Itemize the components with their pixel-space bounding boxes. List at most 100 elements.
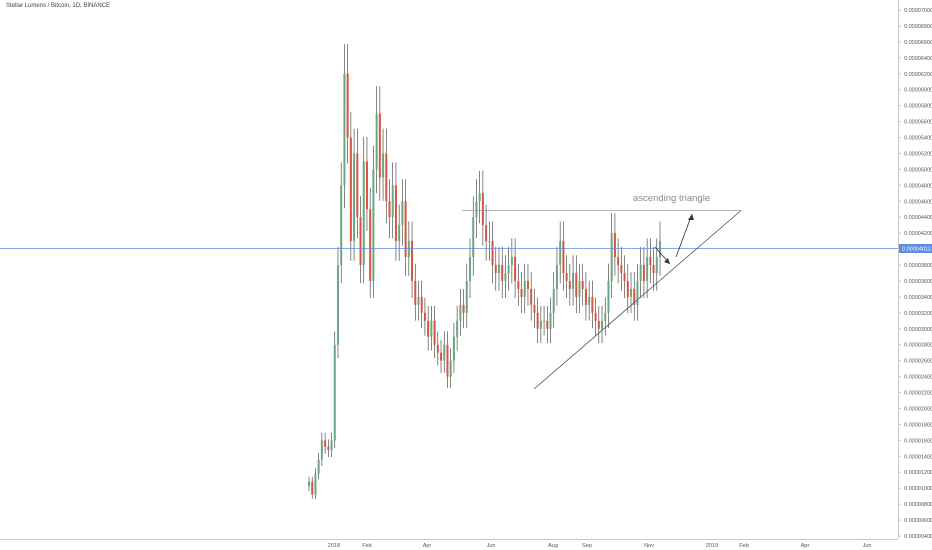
y-tick-label: 0.00001600 xyxy=(904,438,932,444)
x-tick-label: Feb xyxy=(362,543,371,549)
x-tick-label: Apr xyxy=(423,543,432,549)
y-tick-label: 0.00002200 xyxy=(904,391,932,397)
x-tick-label: Aug xyxy=(548,543,558,549)
y-tick-label: 0.00003400 xyxy=(904,295,932,301)
y-tick-label: 0.00005400 xyxy=(904,136,932,142)
candle-down xyxy=(394,185,397,242)
y-tick-label: 0.00004200 xyxy=(904,231,932,237)
candle-down xyxy=(575,273,578,297)
candle-down xyxy=(617,257,620,266)
candle-up xyxy=(343,73,346,186)
y-tick-label: 0.00001200 xyxy=(904,470,932,476)
candle-down xyxy=(591,296,594,313)
y-tick-label: 0.00002800 xyxy=(904,343,932,349)
y-tick-label: 0.00006400 xyxy=(904,56,932,62)
candle-up xyxy=(578,280,581,297)
candle-up xyxy=(488,241,491,242)
candle-down xyxy=(649,257,652,266)
candle-down xyxy=(423,312,426,321)
ascending-triangle-label[interactable]: ascending triangle xyxy=(633,193,710,204)
y-tick-label: 0.00007000 xyxy=(904,8,932,14)
candle-down xyxy=(369,209,372,281)
candle-up xyxy=(478,193,481,202)
x-tick-label: 2019 xyxy=(706,543,718,549)
current-price-tag: 0.00004012 xyxy=(899,244,932,253)
candle-up xyxy=(555,265,558,289)
current-price-label: 0.00004012 xyxy=(902,247,931,253)
candle-up xyxy=(391,185,394,218)
candle-up xyxy=(475,201,478,218)
candle-down xyxy=(514,257,517,281)
y-tick-label: 0.00001000 xyxy=(904,486,932,492)
candle-down xyxy=(356,153,359,218)
candle-down xyxy=(311,481,314,495)
candles xyxy=(308,44,661,499)
candle-up xyxy=(382,153,385,178)
candle-up xyxy=(659,241,661,258)
y-tick-label: 0.00006600 xyxy=(904,40,932,46)
y-tick-label: 0.00005200 xyxy=(904,151,932,157)
y-tick-label: 0.00000400 xyxy=(904,534,932,540)
candle-down xyxy=(378,113,381,178)
candle-up xyxy=(559,241,562,266)
candle-up xyxy=(314,473,317,495)
candle-up xyxy=(523,280,526,297)
candle-up xyxy=(610,233,613,281)
y-tick-label: 0.00005600 xyxy=(904,120,932,126)
candle-up xyxy=(449,360,452,377)
y-tick-label: 0.00004800 xyxy=(904,183,932,189)
candle-up xyxy=(639,265,642,281)
y-tick-label: 0.00004400 xyxy=(904,215,932,221)
candle-down xyxy=(411,241,414,281)
y-tick-label: 0.00000600 xyxy=(904,518,932,524)
candle-down xyxy=(642,265,645,281)
y-tick-label: 0.00006200 xyxy=(904,72,932,78)
candle-down xyxy=(491,241,494,266)
candle-down xyxy=(385,153,388,202)
candle-up xyxy=(636,280,639,305)
candle-up xyxy=(336,265,339,345)
candle-up xyxy=(308,481,310,487)
candle-down xyxy=(626,280,629,297)
candle-up xyxy=(417,296,420,305)
candle-up xyxy=(539,320,542,329)
candle-down xyxy=(652,265,655,273)
candle-down xyxy=(462,304,465,313)
y-tick-label: 0.00006800 xyxy=(904,24,932,30)
candle-up xyxy=(375,113,378,170)
y-tick-label: 0.00005000 xyxy=(904,167,932,173)
candle-down xyxy=(620,265,623,273)
candle-down xyxy=(501,265,504,281)
candle-up xyxy=(459,304,462,321)
candle-up xyxy=(646,257,649,281)
candle-up xyxy=(604,312,607,321)
candle-down xyxy=(568,280,571,289)
candle-down xyxy=(517,280,520,289)
candle-down xyxy=(327,446,330,450)
candle-down xyxy=(530,288,533,305)
candle-down xyxy=(485,225,488,242)
x-tick-label: Jun xyxy=(487,543,496,549)
candle-up xyxy=(607,280,610,313)
candle-down xyxy=(633,288,636,305)
support-trendline[interactable] xyxy=(533,210,742,390)
candle-up xyxy=(543,320,546,322)
candle-down xyxy=(581,280,584,289)
x-tick-label: Nov xyxy=(644,543,654,549)
candle-up xyxy=(398,225,401,242)
y-tick-label: 0.00001800 xyxy=(904,422,932,428)
candle-up xyxy=(430,320,433,337)
candle-down xyxy=(420,296,423,313)
y-tick-label: 0.00003200 xyxy=(904,311,932,317)
x-tick-label: Jun xyxy=(863,543,872,549)
candle-up xyxy=(353,153,356,242)
y-tick-label: 0.00003800 xyxy=(904,263,932,269)
candle-up xyxy=(572,273,575,289)
candle-up xyxy=(655,257,658,273)
candle-up xyxy=(443,344,446,361)
candle-up xyxy=(504,273,507,281)
candle-down xyxy=(365,161,368,210)
candle-down xyxy=(594,312,597,321)
candle-up xyxy=(333,344,336,441)
